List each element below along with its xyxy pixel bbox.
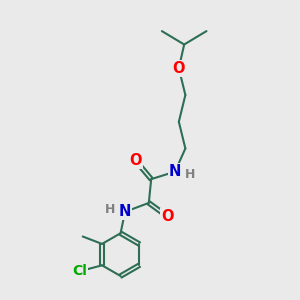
Text: O: O <box>172 61 185 76</box>
Text: H: H <box>185 168 196 181</box>
Text: O: O <box>161 209 173 224</box>
Text: H: H <box>104 203 115 216</box>
Text: N: N <box>119 204 131 219</box>
Text: O: O <box>130 153 142 168</box>
Text: Cl: Cl <box>72 264 87 278</box>
Text: N: N <box>169 164 181 179</box>
